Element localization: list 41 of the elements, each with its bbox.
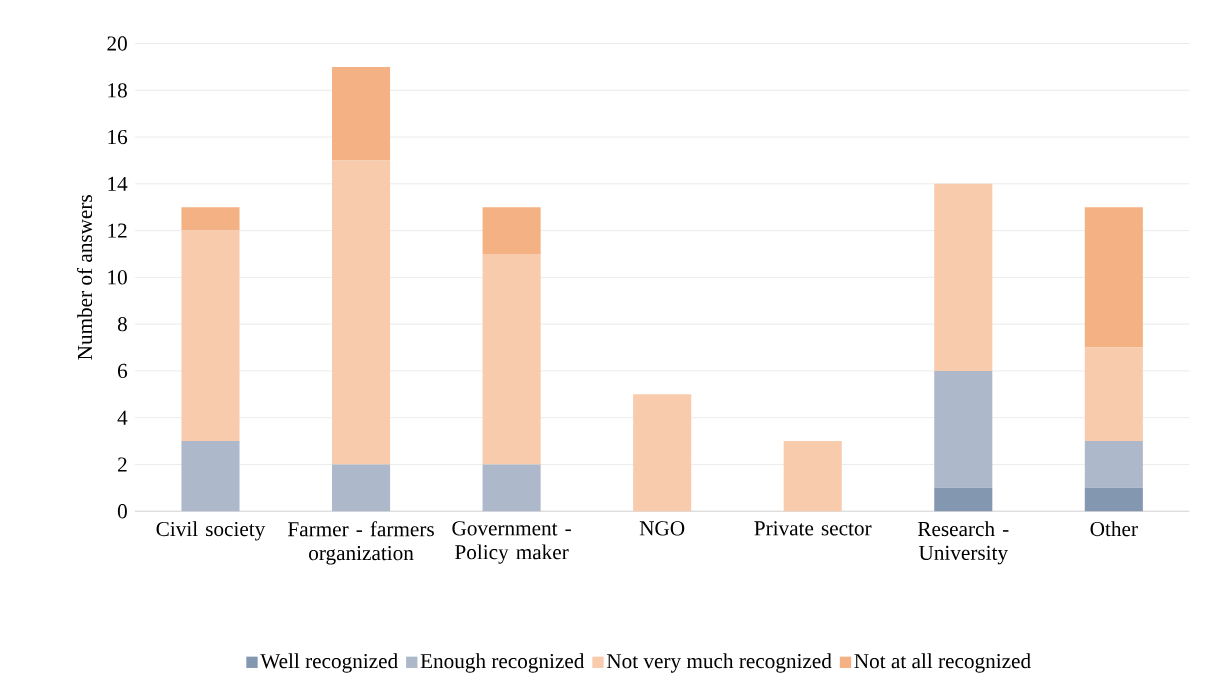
y-tick-label: 10 [108,270,127,285]
bar [633,394,692,512]
bar [332,464,391,512]
x-tick-label: Research - University [917,521,1009,565]
y-tick-label: 16 [108,129,128,145]
bar [934,487,993,512]
y-axis-title: Number of answers [76,195,93,360]
legend-label: Well recognized [260,653,398,673]
bar [783,441,842,512]
y-tick-label: 18 [108,83,127,98]
x-tick-label: NGO [639,521,685,536]
bar [1084,487,1143,512]
x-tick-label: Other [1090,521,1138,537]
bar [332,66,391,161]
x-tick-label: Farmer - farmers organization [288,521,434,565]
bar [1084,207,1143,348]
x-tick-label: Civil society [156,521,266,541]
bar [181,207,240,231]
x-tick-label: Government - Policy maker [452,521,571,564]
y-tick-label: 6 [118,363,128,378]
legend-label: Not at all recognized [854,653,1031,673]
y-tick-label: 2 [118,457,127,472]
legend-label: Not very much recognized [606,653,832,673]
y-tick-label: 12 [108,223,127,238]
bar [181,441,240,512]
y-tick-label: 8 [117,316,127,332]
bar [934,183,993,371]
y-tick-label: 20 [107,36,127,51]
bar [482,464,541,512]
bar [332,160,391,465]
y-tick-label: 0 [117,504,127,519]
bar [1084,441,1143,488]
legend-label: Enough recognized [420,653,585,673]
bar [482,253,541,465]
x-tick-label: Private sector [754,521,872,536]
y-tick-label: 4 [117,410,128,425]
bar [934,370,993,488]
y-tick-label: 14 [108,176,128,191]
bar [181,230,240,442]
bar [1084,347,1143,442]
bar [482,207,541,254]
